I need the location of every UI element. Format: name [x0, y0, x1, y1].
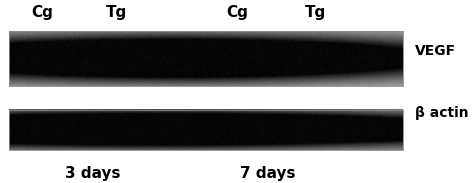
Text: 7 days: 7 days — [240, 166, 296, 181]
Text: Cg: Cg — [226, 5, 248, 20]
Text: Cg: Cg — [32, 5, 54, 20]
Text: β actin: β actin — [415, 107, 468, 120]
Text: 3 days: 3 days — [64, 166, 120, 181]
Bar — [9, 31, 403, 86]
Text: Tg: Tg — [106, 5, 127, 20]
Text: VEGF: VEGF — [415, 44, 456, 58]
Bar — [9, 110, 403, 150]
Text: Tg: Tg — [305, 5, 326, 20]
